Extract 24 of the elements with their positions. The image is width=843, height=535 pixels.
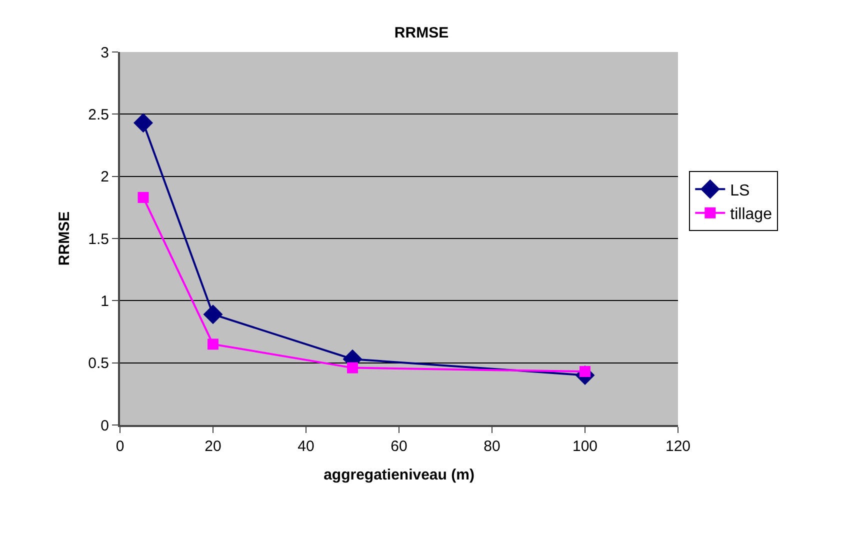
x-tick-label: 60 <box>390 438 408 455</box>
x-tick-label: 100 <box>572 438 598 455</box>
x-tick-label: 80 <box>484 438 500 455</box>
legend-label: LS <box>730 182 750 200</box>
y-tick-label: 1 <box>100 292 109 310</box>
point <box>138 192 149 203</box>
legend-label: tillage <box>730 206 772 224</box>
point <box>347 362 358 374</box>
point <box>208 338 218 350</box>
y-tick-label: 0 <box>100 417 109 434</box>
x-tick-label: 40 <box>298 438 314 455</box>
point <box>203 304 223 324</box>
y-axis-title: RRMSE <box>56 211 73 266</box>
x-axis-title: aggregatieniveau (m) <box>324 466 474 484</box>
x-tick-label: 20 <box>204 438 222 455</box>
y-tick-label: 2.5 <box>88 106 109 124</box>
chart-title: RRMSE <box>394 24 449 42</box>
y-tick-label: 0.5 <box>88 355 109 372</box>
point <box>134 113 153 133</box>
y-tick-label: 2 <box>100 168 109 186</box>
y-tick-label: 3 <box>100 44 109 62</box>
x-tick-label: 120 <box>665 438 691 455</box>
x-tick-label: 0 <box>116 438 124 455</box>
y-tick-label: 1.5 <box>88 230 109 248</box>
